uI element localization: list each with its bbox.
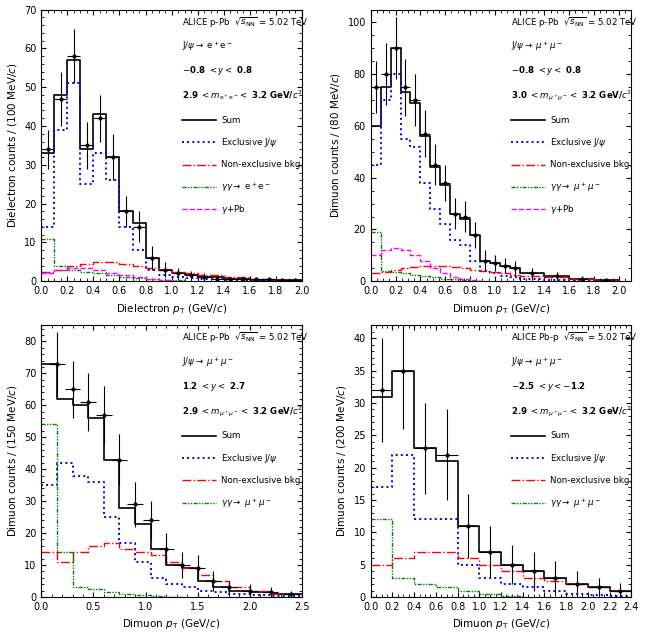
X-axis label: Dimuon $p_{\rm T}$ (GeV/$c$): Dimuon $p_{\rm T}$ (GeV/$c$): [452, 302, 550, 316]
Text: Non-exclusive bkg.: Non-exclusive bkg.: [221, 160, 303, 169]
Text: $-$0.8 $< y <$ 0.8: $-$0.8 $< y <$ 0.8: [511, 64, 583, 77]
Text: Sum: Sum: [221, 431, 240, 440]
Text: ALICE p-Pb  $\sqrt{s_{\rm NN}}$ = 5.02 TeV: ALICE p-Pb $\sqrt{s_{\rm NN}}$ = 5.02 Te…: [511, 15, 638, 29]
X-axis label: Dielectron $p_{\rm T}$ (GeV/$c$): Dielectron $p_{\rm T}$ (GeV/$c$): [116, 302, 227, 316]
Y-axis label: Dimuon counts / (200 MeV/$c$): Dimuon counts / (200 MeV/$c$): [335, 385, 348, 538]
Text: Sum: Sum: [551, 116, 570, 125]
Text: Exclusive J/$\psi$: Exclusive J/$\psi$: [221, 136, 277, 149]
Text: Non-exclusive bkg.: Non-exclusive bkg.: [551, 476, 633, 485]
Text: 2.9 $< m_{\mu^+\mu^-} <$ 3.2 GeV/$c^2$: 2.9 $< m_{\mu^+\mu^-} <$ 3.2 GeV/$c^2$: [511, 404, 633, 419]
Text: ALICE Pb-p  $\sqrt{s_{\rm NN}}$ = 5.02 TeV: ALICE Pb-p $\sqrt{s_{\rm NN}}$ = 5.02 Te…: [511, 331, 638, 345]
Text: J/$\psi\rightarrow$ $\mu^+\mu^-$: J/$\psi\rightarrow$ $\mu^+\mu^-$: [182, 355, 234, 369]
Text: ALICE p-Pb  $\sqrt{s_{\rm NN}}$ = 5.02 TeV: ALICE p-Pb $\sqrt{s_{\rm NN}}$ = 5.02 Te…: [182, 331, 309, 345]
Y-axis label: Dimuon counts / (150 MeV/$c$): Dimuon counts / (150 MeV/$c$): [5, 385, 18, 538]
Y-axis label: Dielectron counts / (100 MeV/$c$): Dielectron counts / (100 MeV/$c$): [5, 62, 18, 228]
Text: 2.9 $< m_{\rm e^+e^-} <$ 3.2 GeV/$c^2$: 2.9 $< m_{\rm e^+e^-} <$ 3.2 GeV/$c^2$: [182, 89, 302, 103]
Text: Exclusive J/$\psi$: Exclusive J/$\psi$: [551, 136, 607, 149]
Text: Exclusive J/$\psi$: Exclusive J/$\psi$: [221, 452, 277, 465]
Text: Exclusive J/$\psi$: Exclusive J/$\psi$: [551, 452, 607, 465]
Text: $\gamma\gamma\rightarrow$ e$^+$e$^-$: $\gamma\gamma\rightarrow$ e$^+$e$^-$: [221, 180, 271, 194]
Text: Sum: Sum: [221, 116, 240, 125]
Text: $-$2.5 $< y < -$1.2: $-$2.5 $< y < -$1.2: [511, 380, 587, 392]
Text: 2.9 $< m_{\mu^+\mu^-} <$ 3.2 GeV/$c^2$: 2.9 $< m_{\mu^+\mu^-} <$ 3.2 GeV/$c^2$: [182, 404, 303, 419]
Text: 3.0 $< m_{\mu^+\mu^-} <$ 3.2 GeV/$c^2$: 3.0 $< m_{\mu^+\mu^-} <$ 3.2 GeV/$c^2$: [511, 89, 633, 103]
Text: $\gamma\gamma\rightarrow$ $\mu^+\mu^-$: $\gamma\gamma\rightarrow$ $\mu^+\mu^-$: [221, 496, 271, 510]
Text: J/$\psi\rightarrow$ $\mu^+\mu^-$: J/$\psi\rightarrow$ $\mu^+\mu^-$: [511, 39, 563, 53]
Text: J/$\psi\rightarrow$ e$^+$e$^-$: J/$\psi\rightarrow$ e$^+$e$^-$: [182, 39, 233, 53]
Text: Non-exclusive bkg.: Non-exclusive bkg.: [221, 476, 303, 485]
Y-axis label: Dimuon counts / (80 MeV/$c$): Dimuon counts / (80 MeV/$c$): [329, 73, 342, 218]
Text: $\gamma$+Pb: $\gamma$+Pb: [221, 203, 246, 216]
Text: Non-exclusive bkg.: Non-exclusive bkg.: [551, 160, 633, 169]
Text: $\gamma$+Pb: $\gamma$+Pb: [551, 203, 575, 216]
Text: $-$0.8 $< y <$ 0.8: $-$0.8 $< y <$ 0.8: [182, 64, 253, 77]
Text: 1.2 $< y <$ 2.7: 1.2 $< y <$ 2.7: [182, 380, 246, 392]
X-axis label: Dimuon $p_{\rm T}$ (GeV/$c$): Dimuon $p_{\rm T}$ (GeV/$c$): [122, 617, 221, 631]
Text: Sum: Sum: [551, 431, 570, 440]
Text: $\gamma\gamma\rightarrow$ $\mu^+\mu^-$: $\gamma\gamma\rightarrow$ $\mu^+\mu^-$: [551, 180, 601, 194]
X-axis label: Dimuon $p_{\rm T}$ (GeV/$c$): Dimuon $p_{\rm T}$ (GeV/$c$): [452, 617, 550, 631]
Text: J/$\psi\rightarrow$ $\mu^+\mu^-$: J/$\psi\rightarrow$ $\mu^+\mu^-$: [511, 355, 563, 369]
Text: ALICE p-Pb  $\sqrt{s_{\rm NN}}$ = 5.02 TeV: ALICE p-Pb $\sqrt{s_{\rm NN}}$ = 5.02 Te…: [182, 15, 309, 29]
Text: $\gamma\gamma\rightarrow$ $\mu^+\mu^-$: $\gamma\gamma\rightarrow$ $\mu^+\mu^-$: [551, 496, 601, 510]
